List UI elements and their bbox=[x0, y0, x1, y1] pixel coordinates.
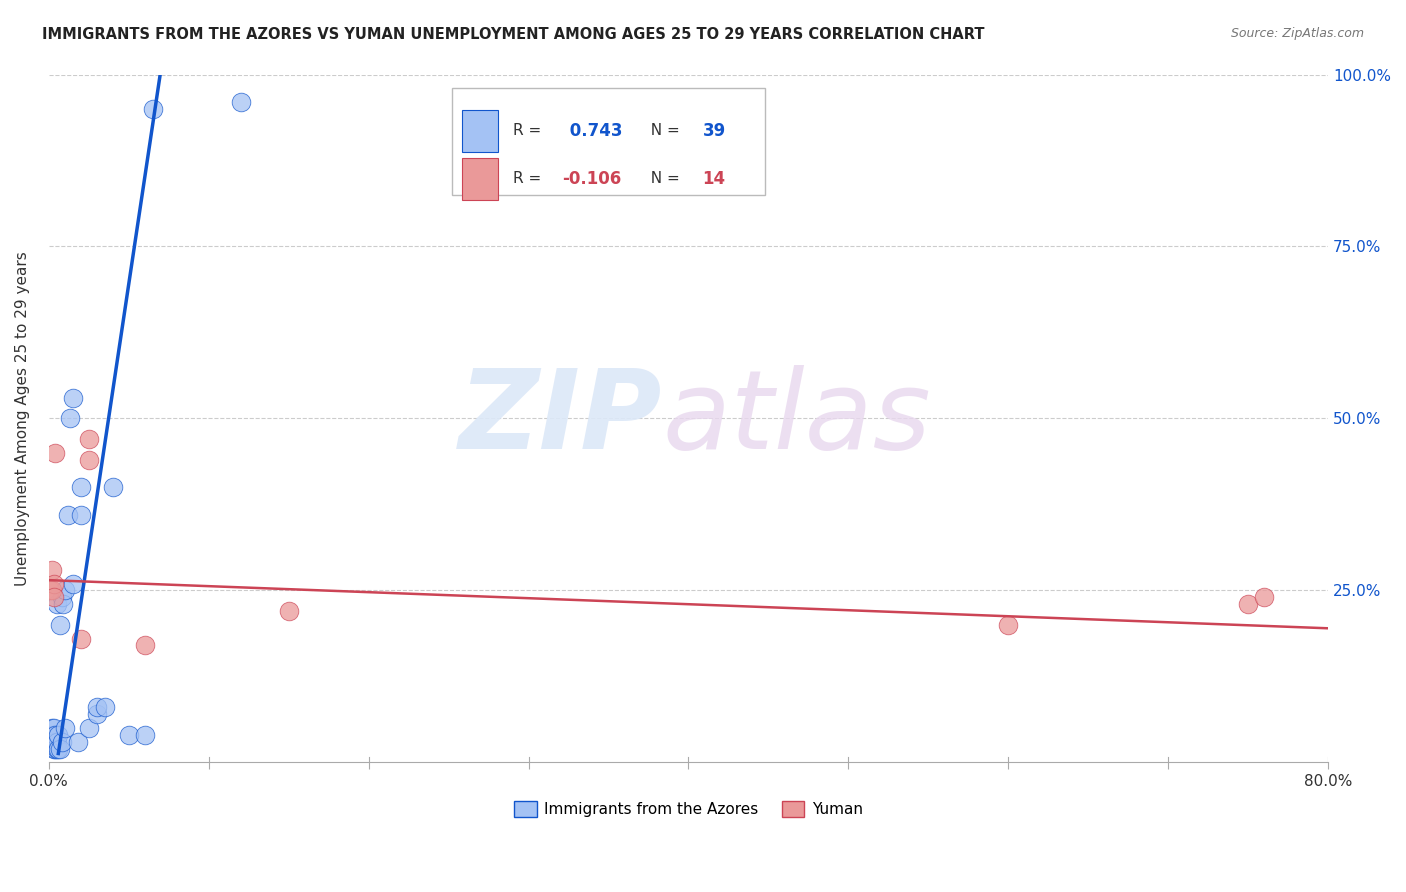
Point bbox=[46, 728, 69, 742]
Point bbox=[39, 583, 62, 598]
Text: R =: R = bbox=[513, 171, 547, 186]
Point bbox=[42, 721, 65, 735]
Point bbox=[42, 591, 65, 605]
Point bbox=[39, 728, 62, 742]
Point bbox=[39, 735, 62, 749]
Point bbox=[46, 741, 69, 756]
Point bbox=[44, 728, 66, 742]
Text: ZIP: ZIP bbox=[460, 365, 662, 472]
Point bbox=[42, 728, 65, 742]
Point bbox=[277, 604, 299, 618]
Point bbox=[86, 707, 108, 722]
Point bbox=[86, 700, 108, 714]
Point bbox=[44, 446, 66, 460]
Point bbox=[41, 735, 63, 749]
Point bbox=[77, 452, 100, 467]
Point bbox=[42, 576, 65, 591]
Point bbox=[101, 480, 124, 494]
Point bbox=[62, 576, 84, 591]
Text: R =: R = bbox=[513, 123, 547, 138]
Point bbox=[42, 735, 65, 749]
Y-axis label: Unemployment Among Ages 25 to 29 years: Unemployment Among Ages 25 to 29 years bbox=[15, 252, 30, 586]
Point bbox=[45, 735, 67, 749]
Point bbox=[69, 480, 91, 494]
Point bbox=[49, 618, 72, 632]
Legend: Immigrants from the Azores, Yuman: Immigrants from the Azores, Yuman bbox=[508, 796, 869, 823]
Point bbox=[51, 591, 73, 605]
Text: 39: 39 bbox=[703, 122, 725, 140]
Point bbox=[44, 741, 66, 756]
Point bbox=[53, 583, 76, 598]
Text: N =: N = bbox=[641, 171, 685, 186]
FancyBboxPatch shape bbox=[463, 111, 498, 152]
Point bbox=[41, 721, 63, 735]
Point bbox=[45, 597, 67, 611]
Point bbox=[77, 721, 100, 735]
FancyBboxPatch shape bbox=[451, 88, 765, 195]
Point bbox=[134, 728, 156, 742]
Point bbox=[44, 735, 66, 749]
Text: N =: N = bbox=[641, 123, 685, 138]
Point bbox=[49, 741, 72, 756]
Text: -0.106: -0.106 bbox=[562, 169, 621, 188]
Text: 0.743: 0.743 bbox=[564, 122, 623, 140]
Point bbox=[58, 411, 80, 425]
Point bbox=[77, 432, 100, 446]
Text: IMMIGRANTS FROM THE AZORES VS YUMAN UNEMPLOYMENT AMONG AGES 25 TO 29 YEARS CORRE: IMMIGRANTS FROM THE AZORES VS YUMAN UNEM… bbox=[42, 27, 984, 42]
Point bbox=[1237, 597, 1260, 611]
Point bbox=[134, 639, 156, 653]
Text: 14: 14 bbox=[703, 169, 725, 188]
Point bbox=[118, 728, 141, 742]
FancyBboxPatch shape bbox=[463, 158, 498, 200]
Point bbox=[93, 700, 115, 714]
Point bbox=[41, 563, 63, 577]
Point bbox=[51, 735, 73, 749]
Point bbox=[69, 632, 91, 646]
Point bbox=[69, 508, 91, 522]
Point bbox=[66, 735, 89, 749]
Point bbox=[1253, 591, 1275, 605]
Point bbox=[62, 391, 84, 405]
Point bbox=[52, 597, 75, 611]
Text: Source: ZipAtlas.com: Source: ZipAtlas.com bbox=[1230, 27, 1364, 40]
Point bbox=[56, 508, 79, 522]
Point bbox=[142, 102, 165, 116]
Point bbox=[229, 95, 252, 109]
Point bbox=[53, 721, 76, 735]
Point bbox=[41, 583, 63, 598]
Point bbox=[42, 741, 65, 756]
Text: atlas: atlas bbox=[662, 365, 932, 472]
Point bbox=[45, 741, 67, 756]
Point bbox=[997, 618, 1019, 632]
